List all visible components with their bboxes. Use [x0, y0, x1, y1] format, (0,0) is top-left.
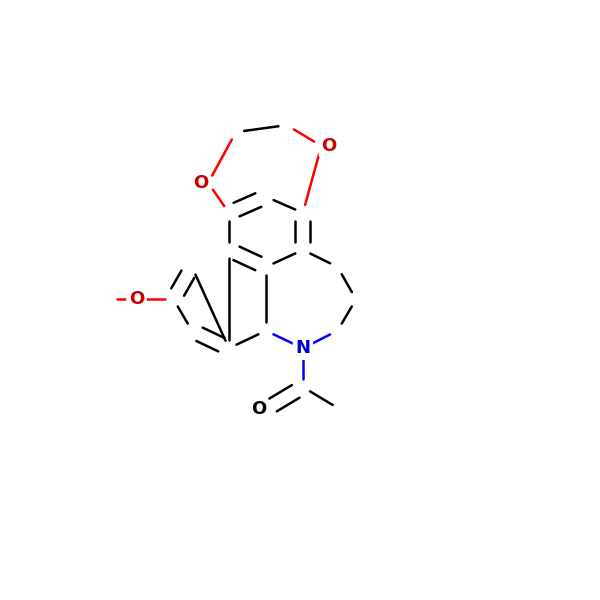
- Text: O: O: [251, 400, 266, 418]
- Text: N: N: [295, 339, 310, 357]
- Text: O: O: [129, 290, 144, 308]
- Text: O: O: [193, 174, 208, 192]
- Text: O: O: [322, 137, 337, 155]
